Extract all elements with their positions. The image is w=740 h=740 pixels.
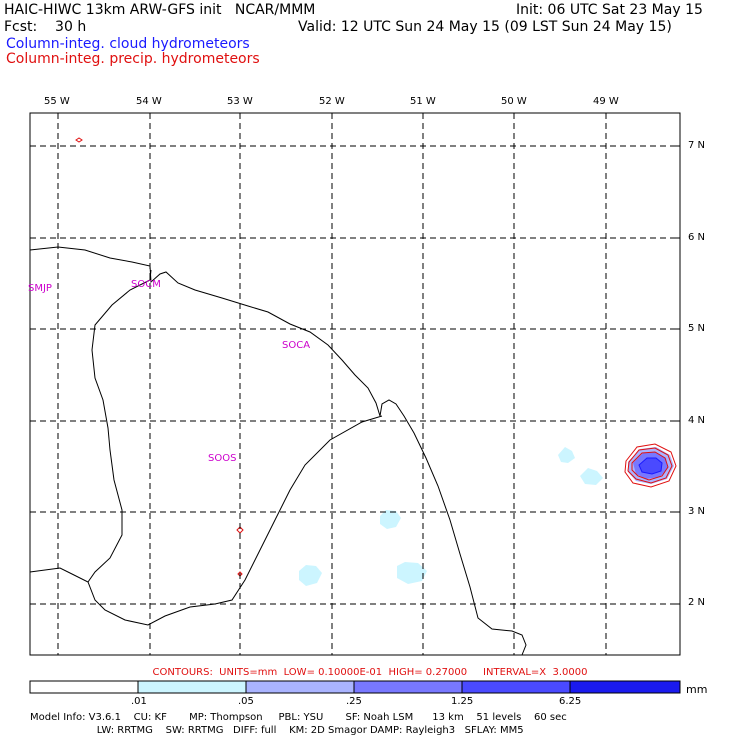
- coastline-path: [29, 246, 527, 656]
- lon-label-49w: 49 W: [593, 96, 619, 107]
- init-time: Init: 06 UTC Sat 23 May 15: [516, 2, 703, 18]
- cloud-contour-core: [638, 457, 663, 475]
- lon-label-50w: 50 W: [501, 96, 527, 107]
- border-west: [87, 269, 152, 583]
- precip-contour-6: [237, 571, 243, 577]
- precip-contour-3: [631, 451, 669, 481]
- station-smjp: SMJP: [28, 283, 52, 294]
- colorbar-label-2: .25: [346, 696, 362, 707]
- coastline: [29, 246, 527, 656]
- model-info-line-1: Model Info: V3.6.1 CU: KF MP: Thompson P…: [30, 712, 567, 723]
- precip-contours: [75, 137, 677, 577]
- contour-info: CONTOURS: UNITS=mm LOW= 0.10000E-01 HIGH…: [152, 667, 588, 678]
- precip-contour-5: [236, 526, 244, 534]
- model-info-line-2: LW: RRTMG SW: RRTMG DIFF: full KM: 2D Sm…: [30, 725, 524, 736]
- colorbar-bin-0: [29, 680, 139, 694]
- colorbar-bin-5: [569, 680, 681, 694]
- colorbar: [29, 680, 681, 694]
- lon-label-53w: 53 W: [227, 96, 253, 107]
- colorbar-label-3: 1.25: [451, 696, 474, 707]
- latlon-grid: [30, 113, 680, 655]
- colorbar-bin-3: [353, 680, 463, 694]
- colorbar-bin-2: [245, 680, 355, 694]
- lat-label-7n: 7 N: [688, 140, 706, 151]
- cloud-blob-1: [380, 510, 401, 529]
- station-soos: SOOS: [208, 453, 237, 464]
- colorbar-label-0: .01: [131, 696, 147, 707]
- lon-label-52w: 52 W: [319, 96, 345, 107]
- colorbar-label-4: 6.25: [559, 696, 582, 707]
- cloud-core-inner: [639, 458, 662, 474]
- colorbar-bin-1: [137, 680, 247, 694]
- cloud-blob-5: [580, 468, 603, 485]
- lon-label-51w: 51 W: [410, 96, 436, 107]
- lon-label-54w: 54 W: [136, 96, 162, 107]
- field-cloud-label: Column-integ. cloud hydrometeors: [6, 36, 250, 52]
- map-frame: [29, 112, 681, 656]
- forecast-hour: Fcst: 30 h: [4, 19, 87, 35]
- lon-label-55w: 55 W: [44, 96, 70, 107]
- lat-label-6n: 6 N: [688, 232, 706, 243]
- precip-contour-2: [627, 447, 673, 484]
- lat-label-2n: 2 N: [688, 597, 706, 608]
- lat-label-4n: 4 N: [688, 415, 706, 426]
- station-socm: SOCM: [131, 279, 161, 290]
- colorbar-label-1: .05: [238, 696, 254, 707]
- valid-time: Valid: 12 UTC Sun 24 May 15 (09 LST Sun …: [298, 19, 672, 35]
- cloud-blob-3: [299, 565, 322, 586]
- frame-ticks: [57, 113, 680, 605]
- colorbar-bin-4: [461, 680, 571, 694]
- precip-contour-4: [75, 137, 83, 143]
- station-soca: SOCA: [282, 340, 311, 351]
- border-south: [29, 415, 383, 626]
- field-precip-label: Column-integ. precip. hydrometeors: [6, 51, 260, 67]
- cloud-blob-2: [397, 562, 427, 584]
- cloud-blob-4: [558, 447, 575, 463]
- precip-contour-1: [624, 443, 677, 488]
- colorbar-units: mm: [686, 683, 708, 696]
- title-line: HAIC-HIWC 13km ARW-GFS init NCAR/MMM: [4, 2, 316, 18]
- lat-label-5n: 5 N: [688, 323, 706, 334]
- lat-label-3n: 3 N: [688, 506, 706, 517]
